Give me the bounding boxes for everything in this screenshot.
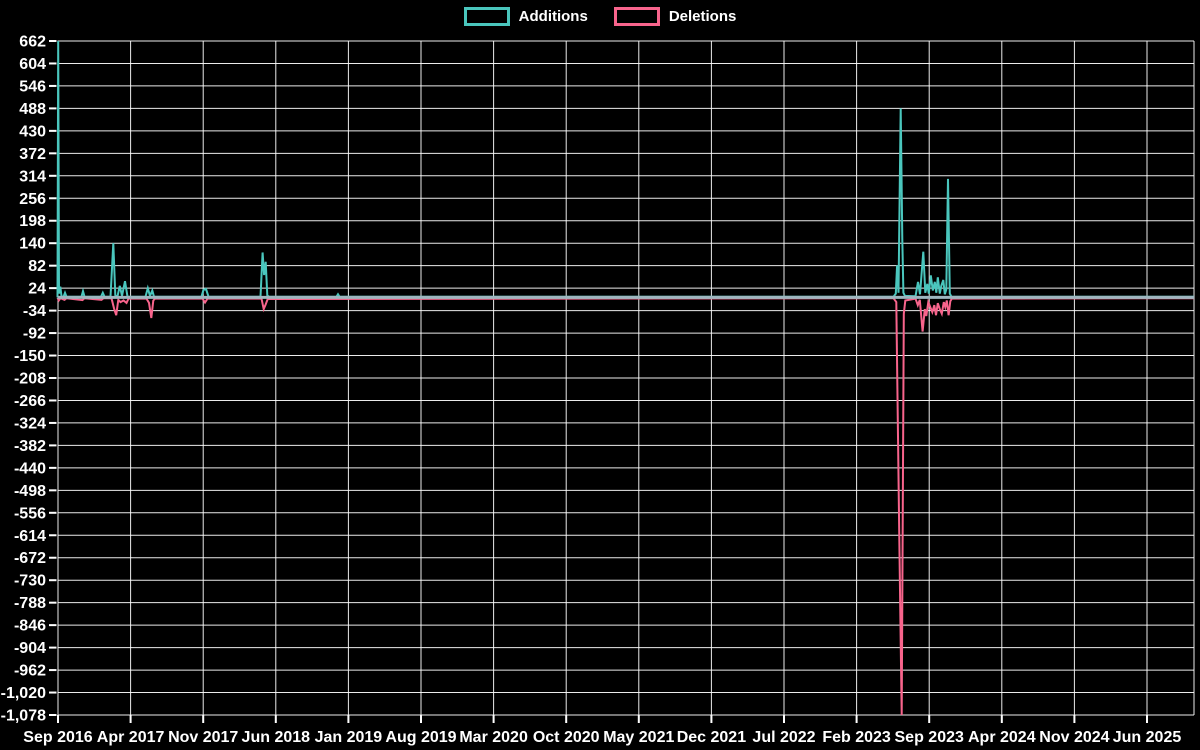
- x-tick-label: Oct 2020: [533, 729, 600, 746]
- series-line-deletions: [56, 296, 1195, 716]
- y-tick-label: -498: [14, 483, 46, 500]
- x-tick-label: Jan 2019: [315, 729, 383, 746]
- x-tick-label: May 2021: [603, 729, 674, 746]
- x-tick-label: Jun 2018: [242, 729, 311, 746]
- y-tick-label: 140: [19, 236, 46, 253]
- x-tick-label: Nov 2024: [1039, 729, 1109, 746]
- y-tick-label: -846: [14, 618, 46, 635]
- y-tick-label: -730: [14, 573, 46, 590]
- y-tick-label: -150: [14, 348, 46, 365]
- x-tick-label: Jul 2022: [752, 729, 815, 746]
- x-tick-label: Apr 2017: [97, 729, 165, 746]
- x-tick-label: Aug 2019: [385, 729, 456, 746]
- y-tick-label: -962: [14, 663, 46, 680]
- y-tick-label: -672: [14, 550, 46, 567]
- x-tick-label: Dec 2021: [677, 729, 746, 746]
- y-tick-label: 24: [28, 281, 46, 298]
- y-tick-label: 488: [19, 101, 46, 118]
- additions-swatch: [463, 7, 510, 26]
- y-tick-label: 198: [19, 213, 46, 230]
- y-tick-label: 256: [19, 191, 46, 208]
- y-tick-label: -34: [23, 303, 46, 320]
- x-tick-label: Feb 2023: [822, 729, 891, 746]
- y-tick-label: 662: [19, 34, 46, 51]
- y-tick-label: -788: [14, 595, 46, 612]
- y-tick-label: 314: [19, 168, 46, 185]
- y-tick-label: -208: [14, 371, 46, 388]
- legend-item-deletions[interactable]: Deletions: [613, 7, 737, 26]
- deletions-swatch: [613, 7, 660, 26]
- x-tick-label: Nov 2017: [168, 729, 238, 746]
- y-tick-label: 546: [19, 78, 46, 95]
- y-tick-label: -324: [14, 415, 46, 432]
- x-tick-label: Jun 2025: [1113, 729, 1182, 746]
- x-tick-label: Mar 2020: [459, 729, 528, 746]
- y-tick-label: 372: [19, 146, 46, 163]
- y-tick-label: -556: [14, 505, 46, 522]
- y-tick-label: -92: [23, 326, 46, 343]
- legend: Additions Deletions: [0, 7, 1200, 26]
- x-tick-label: Apr 2024: [968, 729, 1036, 746]
- y-tick-label: 430: [19, 123, 46, 140]
- y-tick-label: 604: [19, 56, 46, 73]
- y-tick-label: 82: [28, 258, 46, 275]
- y-tick-label: -1,078: [1, 708, 46, 725]
- y-tick-label: -614: [14, 528, 46, 545]
- y-tick-label: -440: [14, 460, 46, 477]
- additions-legend-label: Additions: [518, 8, 588, 25]
- legend-item-additions[interactable]: Additions: [463, 7, 588, 26]
- y-tick-label: -266: [14, 393, 46, 410]
- series-line-additions: [56, 40, 1194, 299]
- y-tick-label: -904: [14, 640, 46, 657]
- x-tick-label: Sep 2023: [895, 729, 964, 746]
- deletions-legend-label: Deletions: [668, 8, 737, 25]
- x-tick-label: Sep 2016: [23, 729, 92, 746]
- y-tick-label: -1,020: [1, 685, 46, 702]
- y-tick-label: -382: [14, 438, 46, 455]
